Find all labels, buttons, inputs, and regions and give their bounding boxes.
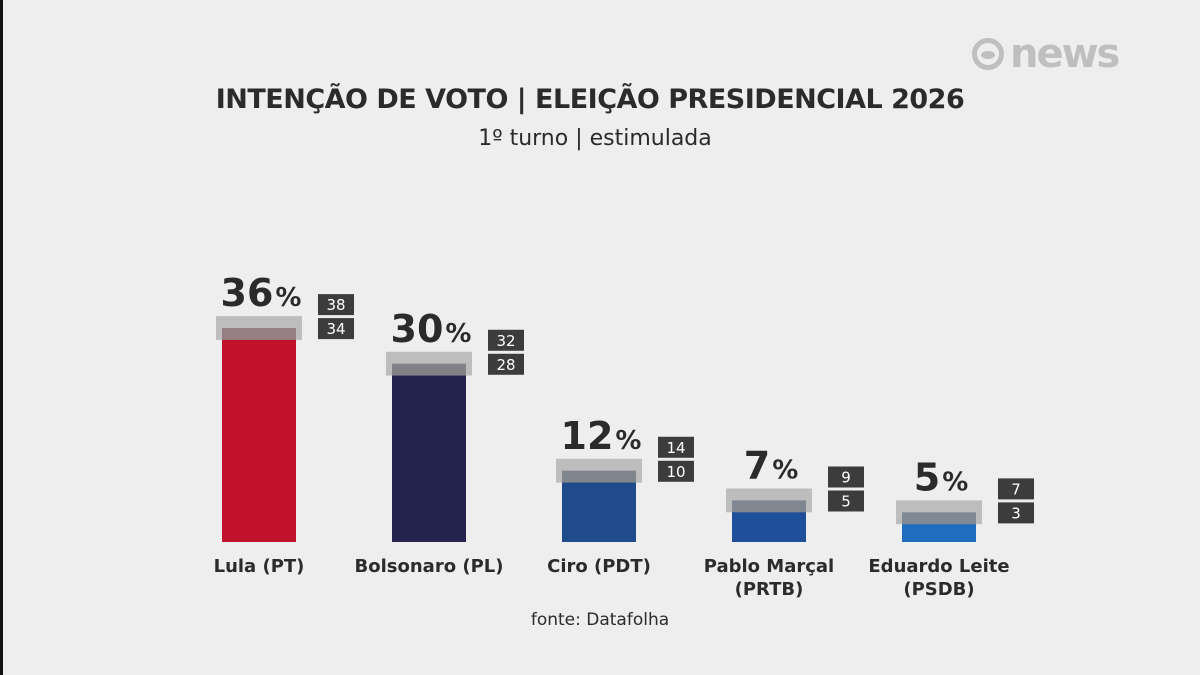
bar: [392, 363, 466, 542]
bar: [222, 328, 296, 542]
upper-bound-label: 38: [326, 296, 345, 314]
category-label: (PRTB): [735, 579, 804, 600]
upper-bound-label: 9: [841, 469, 851, 487]
interval-overlap: [392, 363, 466, 376]
lower-bound-label: 3: [1011, 504, 1021, 522]
lower-bound-box: [488, 353, 524, 375]
lower-bound-box: [318, 318, 354, 340]
lower-bound-label: 28: [496, 356, 515, 374]
upper-bound-box: [488, 329, 524, 351]
interval-overlap: [902, 512, 976, 525]
category-label: Ciro (PDT): [547, 556, 651, 577]
edge-bar: [0, 0, 3, 675]
lower-bound-box: [658, 460, 694, 482]
interval-overlap: [562, 470, 636, 483]
upper-bound-box: [998, 478, 1034, 500]
value-label: 5%: [914, 455, 969, 499]
news-logo: news: [972, 31, 1120, 77]
value-label: 30%: [391, 307, 472, 351]
globe-icon: [972, 38, 1004, 70]
lower-bound-label: 10: [666, 463, 685, 481]
upper-bound-label: 14: [666, 439, 685, 457]
source-note: fonte: Datafolha: [530, 610, 670, 630]
value-label: 12%: [561, 414, 642, 458]
interval-band: [556, 458, 642, 483]
value-label: 36%: [221, 271, 302, 315]
logo-wordmark: news: [1010, 31, 1120, 77]
upper-bound-box: [658, 436, 694, 458]
upper-bound-box: [318, 294, 354, 316]
upper-bound-box: [828, 466, 864, 488]
chart-subtitle: 1º turno | estimulada: [478, 126, 712, 151]
chart-title: INTENÇÃO DE VOTO | ELEIÇÃO PRESIDENCIAL …: [215, 84, 965, 115]
interval-band: [726, 488, 812, 513]
interval-overlap: [222, 328, 296, 340]
interval-band: [896, 500, 982, 525]
category-label: Eduardo Leite: [868, 556, 1009, 577]
value-label: 7%: [744, 444, 799, 488]
lower-bound-label: 34: [326, 320, 345, 338]
upper-bound-label: 32: [496, 332, 515, 350]
interval-overlap: [732, 500, 806, 513]
category-label: (PSDB): [903, 579, 974, 600]
interval-band: [216, 316, 302, 340]
category-label: Bolsonaro (PL): [355, 556, 504, 577]
category-label: Lula (PT): [214, 556, 305, 577]
lower-bound-label: 5: [841, 493, 851, 511]
lower-bound-box: [828, 490, 864, 512]
lower-bound-box: [998, 502, 1034, 524]
category-label: Pablo Marçal: [704, 556, 834, 577]
interval-band: [386, 351, 472, 376]
upper-bound-label: 7: [1011, 480, 1021, 498]
